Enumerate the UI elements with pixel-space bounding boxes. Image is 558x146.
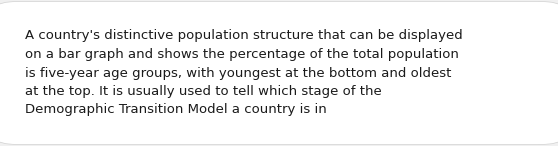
Text: A country's distinctive population structure that can be displayed
on a bar grap: A country's distinctive population struc…: [25, 29, 463, 117]
